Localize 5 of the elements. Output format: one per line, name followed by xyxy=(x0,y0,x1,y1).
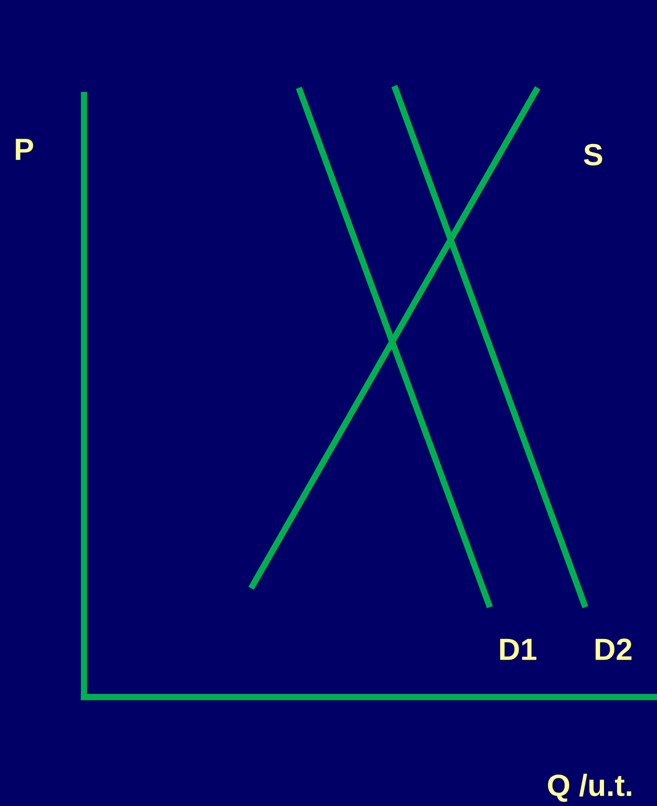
series-label: D1 xyxy=(500,638,536,660)
text: S xyxy=(584,144,602,166)
series-label: D2 xyxy=(596,638,632,660)
x-axis-title: Q /u.t. xyxy=(548,774,632,802)
y-axis-title: P xyxy=(16,138,34,160)
